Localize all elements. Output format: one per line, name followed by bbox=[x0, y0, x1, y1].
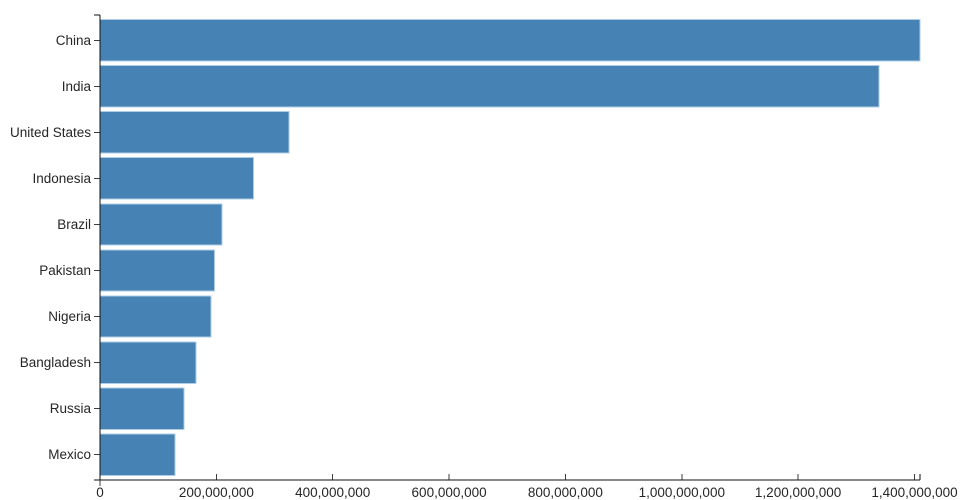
bar-mexico bbox=[99, 433, 176, 476]
bar-brazil bbox=[99, 203, 223, 246]
y-tick-label-indonesia: Indonesia bbox=[32, 171, 91, 186]
bar-bangladesh bbox=[99, 341, 197, 384]
x-tick-label-6: 1,200,000,000 bbox=[755, 485, 841, 500]
bar-india bbox=[99, 65, 880, 108]
y-tick-label-brazil: Brazil bbox=[57, 217, 91, 232]
x-tick-label-5: 1,000,000,000 bbox=[639, 485, 725, 500]
x-tick-label-4: 800,000,000 bbox=[528, 485, 603, 500]
y-tick-label-pakistan: Pakistan bbox=[39, 263, 91, 278]
y-tick-label-nigeria: Nigeria bbox=[48, 309, 91, 324]
y-tick-label-mexico: Mexico bbox=[48, 447, 91, 462]
bar-china bbox=[99, 19, 921, 62]
x-tick-label-1: 200,000,000 bbox=[179, 485, 254, 500]
x-tick-label-2: 400,000,000 bbox=[295, 485, 370, 500]
x-tick-label-3: 600,000,000 bbox=[412, 485, 487, 500]
bar-russia bbox=[99, 387, 185, 430]
y-tick-label-russia: Russia bbox=[50, 401, 92, 416]
bar-united-states bbox=[99, 111, 290, 154]
y-tick-label-bangladesh: Bangladesh bbox=[20, 355, 91, 370]
bar-indonesia bbox=[99, 157, 255, 200]
y-tick-label-united-states: United States bbox=[10, 125, 91, 140]
x-tick-label-7: 1,400,000,000 bbox=[871, 485, 957, 500]
y-tick-label-china: China bbox=[56, 33, 92, 48]
y-tick-label-india: India bbox=[62, 79, 92, 94]
bar-pakistan bbox=[99, 249, 216, 292]
bar-nigeria bbox=[99, 295, 212, 338]
x-tick-label-0: 0 bbox=[96, 485, 104, 500]
